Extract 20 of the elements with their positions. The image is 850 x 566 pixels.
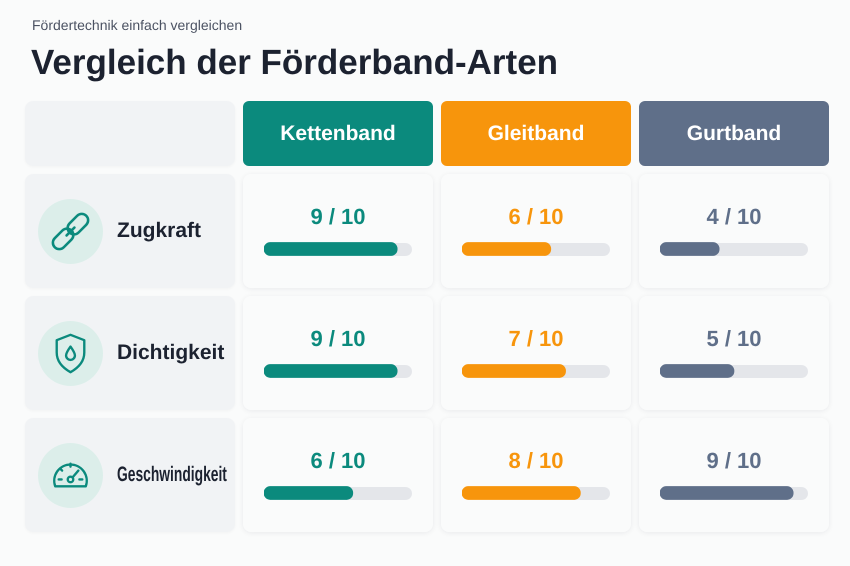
y-tick-label: Dichtigkeit [117,341,224,365]
data-label: 9 / 10 [706,448,762,474]
row-header-cell: Geschwindigkeit [25,418,235,532]
data-label: 6 / 10 [508,204,564,230]
data-label: 8 / 10 [508,448,564,474]
row-header-cell: Zugkraft [25,174,235,288]
data-label: 6 / 10 [310,448,366,474]
data-label: 7 / 10 [508,326,564,352]
y-tick-label: Geschwindigkeit [117,463,227,487]
header-cell: Gurtband [639,101,829,166]
row-header-cell: Dichtigkeit [25,296,235,410]
chart-title: Vergleich der Förderband-Arten [31,43,558,83]
header-cell: Gleitband [441,101,631,166]
header-cell: Kettenband [243,101,433,166]
data-label: 9 / 10 [310,204,366,230]
data-label: 9 / 10 [310,326,366,352]
y-tick-label: Zugkraft [117,219,201,243]
data-label: 4 / 10 [706,204,762,230]
data-label: 5 / 10 [706,326,762,352]
text: Fördertechnik einfach vergleichen [32,16,242,34]
